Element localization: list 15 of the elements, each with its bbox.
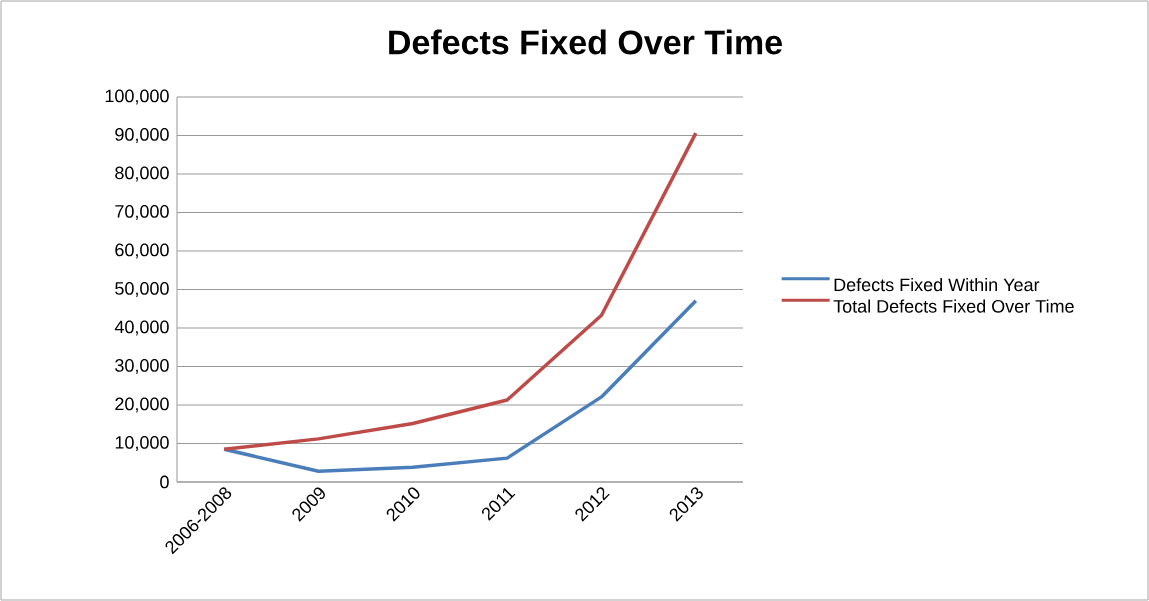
line-series [222,131,698,452]
y-tick-label: 60,000 [115,243,169,259]
legend-label: Defects Fixed Within Year [834,277,1040,292]
y-tick-label: 20,000 [115,397,169,413]
y-tick-label: 50,000 [115,282,169,297]
y-tick-label: 30,000 [115,359,169,374]
y-tick-label: 90,000 [115,128,169,143]
legend-label: Total Defects Fixed Over Time [833,299,1074,313]
chart-title: Defects Fixed Over Time [389,29,782,55]
y-tick-label: 70,000 [115,205,169,220]
y-tick-label: 10,000 [115,436,169,451]
y-tick-label: 80,000 [115,166,169,182]
y-tick-label: 40,000 [114,320,169,336]
y-tick-label: 0 [160,475,169,489]
y-tick-label: 100,000 [105,89,169,105]
